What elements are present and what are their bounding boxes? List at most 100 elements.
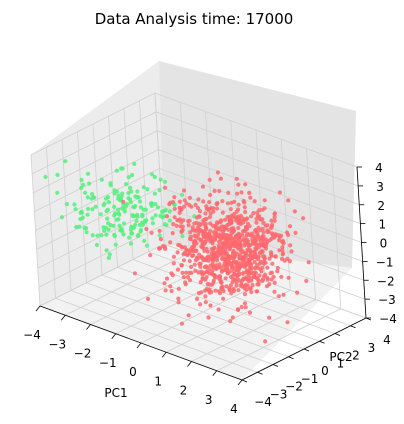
scatter-point: [77, 224, 82, 229]
scatter-point: [287, 224, 293, 229]
y-tick-label: 2: [352, 349, 360, 363]
scatter-point: [288, 243, 293, 248]
scatter-point: [181, 275, 186, 280]
x-tick-label: −2: [74, 347, 92, 361]
scatter-point: [214, 206, 220, 211]
scatter-point: [201, 232, 206, 237]
scatter-point: [279, 274, 284, 279]
scatter-point: [223, 236, 228, 241]
scatter-point: [112, 234, 117, 239]
scatter-point: [261, 234, 266, 239]
scatter-point: [236, 202, 241, 207]
scatter-point: [203, 211, 208, 216]
scatter-point: [263, 244, 268, 249]
scatter-point: [260, 207, 265, 212]
scatter-point: [102, 228, 107, 233]
scatter-point: [74, 224, 79, 230]
scatter-point: [171, 222, 176, 227]
scatter-point: [234, 176, 239, 181]
scatter-point: [292, 209, 297, 214]
scatter-point: [232, 215, 237, 220]
scatter-point: [230, 229, 236, 235]
y-tick-label: −1: [301, 372, 319, 386]
scatter-point: [285, 320, 290, 325]
scatter-point: [201, 256, 206, 261]
scatter-point: [235, 276, 240, 281]
scatter-point: [182, 204, 187, 209]
right-pane-grid-line: [155, 111, 359, 187]
scatter-point: [203, 300, 208, 305]
scatter-point: [207, 200, 212, 205]
scatter-point: [85, 206, 91, 211]
scatter-point: [197, 209, 203, 214]
scatter-point: [228, 207, 233, 212]
scatter-point: [216, 265, 222, 270]
scatter-point: [236, 272, 241, 277]
x-axis-label: PC1: [104, 386, 127, 400]
scatter-point: [176, 296, 181, 301]
scatter-point: [55, 190, 60, 195]
scatter-point: [196, 270, 201, 275]
scatter-point: [301, 216, 306, 221]
scatter-point: [192, 233, 197, 238]
scatter-point: [179, 321, 184, 326]
scatter-point: [219, 280, 224, 285]
scatter-point: [229, 220, 234, 225]
scatter-point: [172, 206, 177, 211]
scatter-point: [89, 196, 94, 201]
scatter-point: [261, 230, 266, 235]
scatter-point: [248, 286, 253, 291]
scatter-point: [112, 213, 117, 218]
x-tick-mark: [86, 324, 91, 330]
x-tick-mark: [237, 379, 243, 386]
scatter-point: [131, 204, 136, 209]
y-tick-mark: [272, 364, 279, 367]
scatter-point: [216, 307, 221, 312]
scatter-point: [218, 274, 223, 279]
scatter-point: [257, 261, 262, 266]
scatter-point: [104, 248, 109, 253]
scatter-point: [162, 281, 167, 286]
scatter-point: [263, 272, 268, 277]
scatter-point: [157, 228, 162, 233]
scatter-point: [239, 264, 244, 269]
scatter-point: [194, 296, 200, 301]
scatter-point: [205, 232, 210, 238]
scatter-point: [220, 245, 225, 250]
scatter-point: [113, 242, 118, 247]
scatter-point: [211, 278, 216, 283]
scatter-point: [108, 181, 113, 186]
scatter-point: [269, 236, 274, 241]
scatter-point: [231, 248, 236, 253]
scatter-point: [215, 226, 220, 231]
scatter-point: [187, 202, 192, 208]
scatter-point: [181, 258, 187, 263]
scatter-point: [149, 230, 154, 235]
scatter-point: [253, 227, 259, 233]
scatter-point: [235, 191, 240, 196]
scatter-point: [90, 192, 95, 197]
scatter-point: [171, 254, 176, 259]
scatter-point: [83, 190, 88, 195]
scatter-point: [223, 248, 228, 253]
y-tick-mark: [257, 371, 263, 375]
scatter-point: [252, 260, 257, 265]
scatter-point: [132, 271, 137, 276]
scatter-point: [217, 234, 222, 239]
scatter-point: [196, 197, 201, 202]
scatter-point: [275, 265, 280, 271]
scatter-point: [167, 218, 172, 223]
scatter-point: [225, 267, 230, 272]
scatter-point: [99, 233, 104, 238]
scatter-point: [208, 263, 213, 268]
scatter-point: [240, 216, 245, 221]
scatter-point: [157, 233, 162, 238]
scatter-point: [229, 241, 234, 246]
scatter-point: [162, 179, 168, 184]
scatter-point: [108, 223, 113, 228]
scatter-point: [255, 282, 260, 287]
axes: [35, 166, 372, 386]
scatter-point: [230, 315, 235, 320]
scatter-point: [122, 209, 127, 214]
scatter-point: [129, 231, 134, 236]
